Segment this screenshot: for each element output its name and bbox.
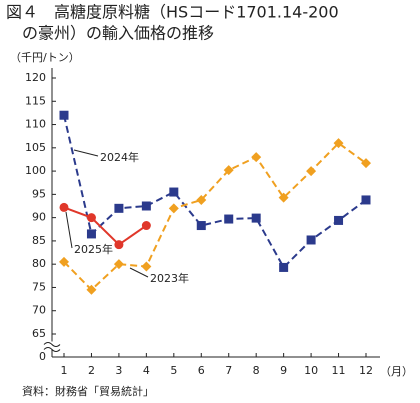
marker <box>86 229 96 239</box>
series-line <box>63 206 147 246</box>
marker <box>141 201 151 211</box>
chart-title: 図４ 高糖度原料糖（HSコード1701.14-200 <box>6 3 339 22</box>
y-tick-label: 115 <box>25 94 46 107</box>
leader-line <box>129 267 149 278</box>
x-tick-label: 9 <box>280 364 287 377</box>
marker <box>306 235 316 245</box>
x-tick-label: 7 <box>225 364 232 377</box>
y-tick-label: 75 <box>32 280 46 293</box>
x-tick-label: 12 <box>359 364 373 377</box>
marker <box>224 214 234 224</box>
marker <box>278 192 289 203</box>
x-tick-label: 5 <box>170 364 177 377</box>
marker <box>251 213 261 223</box>
y-tick-label: 90 <box>32 211 46 224</box>
marker <box>113 259 124 270</box>
marker <box>114 240 124 250</box>
marker <box>334 215 344 225</box>
x-unit: （月） <box>380 365 413 378</box>
marker <box>59 110 69 120</box>
marker <box>196 194 207 205</box>
y-tick-label: 110 <box>25 118 46 131</box>
x-tick-label: 4 <box>143 364 150 377</box>
marker <box>59 202 69 212</box>
series-label: 2024年 <box>100 150 139 164</box>
x-tick-label: 8 <box>253 364 260 377</box>
marker <box>59 256 69 267</box>
marker <box>169 187 179 197</box>
y-tick-label: 80 <box>32 257 46 270</box>
y-tick-label: 105 <box>25 141 46 154</box>
marker <box>141 261 152 272</box>
series-label: 2025年 <box>74 242 113 256</box>
marker <box>114 203 124 213</box>
leader-line <box>73 149 99 157</box>
series-label: 2023年 <box>150 271 189 285</box>
x-tick-label: 6 <box>198 364 205 377</box>
source: 資料：財務省「貿易統計」 <box>22 384 154 398</box>
y-unit: （千円/トン） <box>10 51 80 64</box>
marker <box>196 221 206 231</box>
y-tick-label: 100 <box>25 164 46 177</box>
marker <box>86 284 97 295</box>
marker <box>333 138 344 149</box>
x-tick-label: 3 <box>115 364 122 377</box>
y-tick-label: 70 <box>32 304 46 317</box>
x-tick-label: 10 <box>304 364 318 377</box>
marker <box>86 213 96 223</box>
y-tick-label: 95 <box>32 187 46 200</box>
axis-break <box>43 342 61 352</box>
marker <box>141 221 151 231</box>
axis-break <box>44 341 60 350</box>
x-tick-label: 1 <box>61 364 68 377</box>
marker <box>279 262 289 272</box>
y-tick-label: 65 <box>32 327 46 340</box>
marker <box>251 152 262 163</box>
marker <box>168 203 179 214</box>
leader-line <box>65 211 73 249</box>
marker <box>306 166 317 177</box>
y-tick-label: 85 <box>32 234 46 247</box>
series-line <box>63 115 367 270</box>
y-tick-label: 0 <box>39 350 46 363</box>
x-tick-label: 2 <box>88 364 95 377</box>
x-tick-label: 11 <box>332 364 346 377</box>
marker <box>223 165 234 176</box>
marker <box>361 195 371 205</box>
marker <box>361 158 371 169</box>
y-tick-label: 120 <box>25 71 46 84</box>
chart-title: の豪州）の輸入価格の推移 <box>22 24 214 43</box>
series-line <box>63 141 367 292</box>
